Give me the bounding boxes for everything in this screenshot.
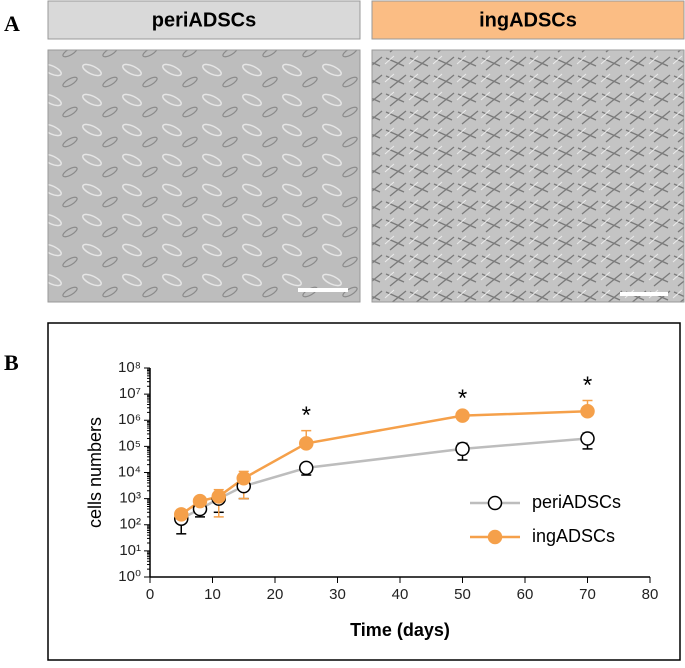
marker: [455, 441, 470, 457]
legend-marker: [487, 529, 503, 545]
marker: [192, 493, 208, 509]
legend-label: ingADSCs: [532, 526, 615, 546]
marker: [174, 507, 189, 522]
significance-mark: *: [458, 385, 467, 412]
marker: [299, 460, 314, 476]
header-box: [371, 0, 685, 40]
marker: [580, 404, 595, 419]
significance-mark: *: [302, 402, 311, 429]
marker: [455, 408, 470, 423]
marker: [236, 471, 251, 486]
y-tick-label: 10⁰: [118, 568, 141, 585]
x-axis-label: Time (days): [350, 620, 450, 640]
x-tick-label: 0: [146, 586, 154, 603]
x-tick-label: 40: [392, 586, 409, 603]
y-tick-label: 10³: [119, 490, 141, 507]
x-tick-label: 50: [454, 586, 471, 603]
y-tick-label: 10¹: [119, 542, 141, 559]
x-tick-label: 80: [642, 586, 659, 603]
y-tick-label: 10²: [119, 516, 141, 533]
y-tick-label: 10⁵: [118, 437, 141, 454]
panel-label: B: [4, 350, 19, 375]
marker: [580, 431, 595, 446]
y-tick-label: 10⁶: [118, 411, 141, 428]
y-tick-label: 10⁴: [118, 463, 141, 480]
micrograph: [371, 49, 685, 303]
chart-frame: [47, 322, 681, 661]
y-tick-label: 10⁷: [119, 385, 141, 402]
significance-mark: *: [583, 372, 592, 399]
x-tick-label: 10: [204, 586, 221, 603]
x-tick-label: 20: [267, 586, 284, 603]
marker: [299, 436, 314, 451]
x-tick-label: 60: [517, 586, 534, 603]
header-box: [47, 0, 361, 40]
y-axis-label: cells numbers: [85, 417, 105, 528]
x-tick-label: 70: [579, 586, 596, 603]
image-title: periADSCs: [152, 9, 256, 31]
legend-label: periADSCs: [532, 492, 621, 512]
panel-label: A: [4, 11, 20, 36]
x-tick-label: 30: [329, 586, 346, 603]
image-title: ingADSCs: [479, 9, 577, 31]
y-tick-label: 10⁸: [118, 359, 141, 376]
marker: [211, 489, 226, 504]
micrograph: [47, 49, 361, 303]
legend-marker: [487, 495, 503, 511]
